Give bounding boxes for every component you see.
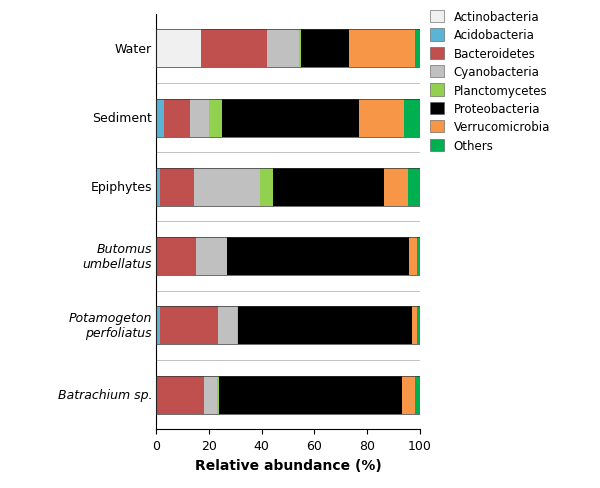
Bar — [260, 168, 274, 206]
Bar — [408, 168, 420, 206]
Bar — [418, 238, 420, 276]
Bar — [194, 168, 260, 206]
Bar — [418, 307, 420, 345]
Bar — [349, 30, 415, 68]
Bar — [156, 30, 420, 68]
Bar — [299, 30, 301, 68]
Bar — [209, 100, 222, 137]
Bar — [156, 30, 201, 68]
Bar — [196, 238, 227, 276]
Bar — [267, 30, 299, 68]
Bar — [222, 100, 359, 137]
Bar — [156, 238, 196, 276]
Bar — [156, 307, 160, 345]
Bar — [236, 307, 238, 345]
Legend: Actinobacteria, Acidobacteria, Bacteroidetes, Cyanobacteria, Planctomycetes, Pro: Actinobacteria, Acidobacteria, Bacteroid… — [425, 6, 555, 157]
Text: Epiphytes: Epiphytes — [91, 181, 152, 194]
Text: Water: Water — [115, 43, 152, 56]
Text: Sediment: Sediment — [92, 112, 152, 125]
Bar — [412, 307, 418, 345]
Bar — [160, 168, 194, 206]
Bar — [160, 307, 218, 345]
Text: Butomus
umbellatus: Butomus umbellatus — [83, 243, 152, 270]
Text: Batrachium sp.: Batrachium sp. — [58, 388, 152, 401]
Bar — [385, 168, 408, 206]
Bar — [156, 168, 420, 206]
Bar — [274, 168, 385, 206]
Bar — [156, 307, 420, 345]
Bar — [156, 100, 164, 137]
Bar — [217, 376, 220, 414]
Bar — [218, 307, 236, 345]
Bar — [156, 100, 420, 137]
Bar — [404, 100, 420, 137]
Text: Potamogeton
perfoliatus: Potamogeton perfoliatus — [68, 312, 152, 340]
Bar — [238, 307, 412, 345]
Bar — [156, 168, 160, 206]
Bar — [415, 376, 420, 414]
Bar — [409, 238, 418, 276]
Bar — [401, 376, 415, 414]
Bar — [156, 376, 420, 414]
Bar — [156, 238, 420, 276]
Bar — [301, 30, 349, 68]
Bar — [203, 376, 217, 414]
Bar — [156, 376, 203, 414]
Bar — [227, 238, 409, 276]
Bar — [220, 376, 401, 414]
Bar — [201, 30, 267, 68]
Bar — [415, 30, 420, 68]
Bar — [190, 100, 209, 137]
Bar — [359, 100, 404, 137]
X-axis label: Relative abundance (%): Relative abundance (%) — [194, 458, 382, 471]
Bar — [164, 100, 190, 137]
